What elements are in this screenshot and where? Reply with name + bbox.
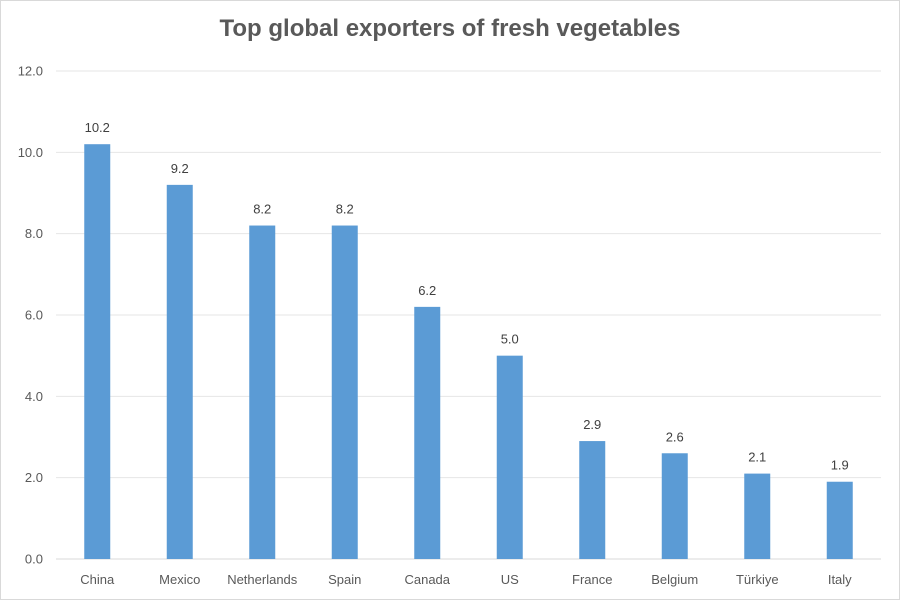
x-tick-label: France: [572, 572, 612, 587]
x-tick-label: Mexico: [159, 572, 200, 587]
x-tick-label: Belgium: [651, 572, 698, 587]
x-tick-label: Türkiye: [736, 572, 779, 587]
bar: [744, 473, 771, 559]
bar: [249, 225, 276, 560]
bar: [166, 184, 193, 559]
bar: [331, 225, 358, 560]
x-tick-label: Canada: [404, 572, 450, 587]
x-tick-label: Spain: [328, 572, 361, 587]
bar: [661, 453, 688, 559]
bar: [826, 481, 853, 559]
data-label: 9.2: [171, 161, 189, 176]
chart-title: Top global exporters of fresh vegetables: [219, 15, 681, 42]
y-tick-label: 12.0: [18, 64, 43, 79]
data-label: 10.2: [85, 120, 110, 135]
y-tick-label: 6.0: [25, 308, 43, 323]
data-label: 1.9: [831, 458, 849, 473]
data-label: 8.2: [336, 202, 354, 217]
bar: [414, 306, 441, 559]
x-tick-label: Netherlands: [227, 572, 298, 587]
y-tick-label: 4.0: [25, 389, 43, 404]
bar: [579, 441, 606, 559]
data-label: 2.1: [748, 450, 766, 465]
y-tick-label: 0.0: [25, 552, 43, 567]
x-tick-label: China: [80, 572, 115, 587]
y-tick-label: 2.0: [25, 470, 43, 485]
bar: [84, 144, 111, 559]
x-tick-label: Italy: [828, 572, 852, 587]
bar: [496, 355, 523, 559]
x-tick-label: US: [501, 572, 519, 587]
y-tick-label: 10.0: [18, 145, 43, 160]
y-tick-label: 8.0: [25, 226, 43, 241]
data-label: 8.2: [253, 202, 271, 217]
data-label: 6.2: [418, 283, 436, 298]
data-label: 2.6: [666, 429, 684, 444]
data-label: 5.0: [501, 332, 519, 347]
data-label: 2.9: [583, 417, 601, 432]
